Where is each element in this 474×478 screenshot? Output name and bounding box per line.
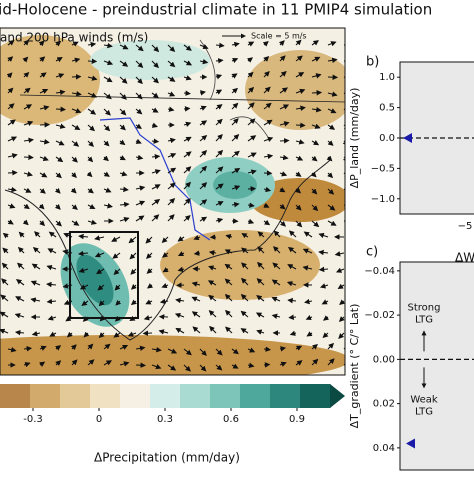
colorbar-swatch xyxy=(240,384,271,408)
wind-arrow xyxy=(264,349,270,350)
y-tick-label: 0.0 xyxy=(379,133,395,144)
y-tick-label: −0.02 xyxy=(364,310,395,321)
y-tick-label: 1.0 xyxy=(379,72,395,83)
colorbar-swatch xyxy=(210,384,241,408)
y-axis-label: ΔT_gradient (° C/° Lat) xyxy=(348,304,361,429)
panel-b: 1.0 0.5 0.0 −0.5 −1.0 ΔP_land (mm/day) xyxy=(348,62,474,214)
colorbar-swatch xyxy=(300,384,331,408)
y-tick-label: 0.00 xyxy=(373,354,395,365)
weak-label: LTG xyxy=(415,406,433,417)
y-tick-label: −1.0 xyxy=(371,194,395,205)
colorbar-swatch xyxy=(180,384,211,408)
wind-arrow xyxy=(24,348,31,349)
y-tick-label: 0.02 xyxy=(373,399,395,410)
dry-area xyxy=(245,50,355,130)
panel-c: −0.04−0.020.000.020.04StrongLTGWeakLTGΔT… xyxy=(348,262,474,470)
y-tick-label: −0.5 xyxy=(371,163,395,174)
colorbar-swatch xyxy=(60,384,91,408)
y-tick-label: 0.04 xyxy=(373,443,395,454)
wind-arrow xyxy=(24,157,33,158)
wind-arrow xyxy=(184,108,189,109)
colorbar-swatch xyxy=(120,384,151,408)
wind-arrow xyxy=(289,317,296,318)
colorbar-tick-label: 0.9 xyxy=(289,414,305,425)
wind-arrow xyxy=(152,141,158,142)
strong-label: LTG xyxy=(415,314,433,325)
panel-label: b) xyxy=(366,55,379,70)
colorbar-swatch xyxy=(30,384,61,408)
colorbar-label: ΔPrecipitation (mm/day) xyxy=(94,451,240,465)
colorbar-swatch xyxy=(270,384,301,408)
map xyxy=(0,28,355,385)
dry-area xyxy=(160,230,320,300)
y-tick-label: 0.5 xyxy=(379,103,395,114)
weak-label: Weak xyxy=(410,394,438,405)
colorbar-tick-label: -0.3 xyxy=(23,414,43,425)
figure-title: lid-Holocene - preindustrial climate in … xyxy=(0,1,432,19)
wind-arrow xyxy=(184,93,190,94)
colorbar: -0.3 0 0.3 0.6 0.9 xyxy=(0,384,345,425)
colorbar-swatch xyxy=(150,384,181,408)
map-subtitle: and 200 hPa winds (m/s) xyxy=(0,31,148,45)
wind-arrow xyxy=(312,92,321,93)
colorbar-extension xyxy=(330,384,345,408)
wet-area xyxy=(213,171,257,199)
scale-label: Scale = 5 m/s xyxy=(251,32,307,41)
wind-arrow xyxy=(56,109,65,110)
x-tick-label: −5 xyxy=(458,221,473,232)
wind-arrow xyxy=(216,60,223,61)
colorbar-tick-label: 0.6 xyxy=(223,414,239,425)
colorbar-tick-label: 0 xyxy=(96,414,102,425)
wind-arrow xyxy=(320,269,328,270)
colorbar-swatch xyxy=(90,384,121,408)
y-tick-label: −0.04 xyxy=(364,266,395,277)
strong-label: Strong xyxy=(408,302,441,313)
panel-label: c) xyxy=(366,245,378,260)
plot-area xyxy=(400,262,474,470)
colorbar-swatch xyxy=(0,384,31,408)
wind-arrow xyxy=(152,156,159,157)
wind-arrow xyxy=(280,140,288,141)
colorbar-tick-label: 0.3 xyxy=(157,414,173,425)
y-axis-label: ΔP_land (mm/day) xyxy=(348,88,361,189)
